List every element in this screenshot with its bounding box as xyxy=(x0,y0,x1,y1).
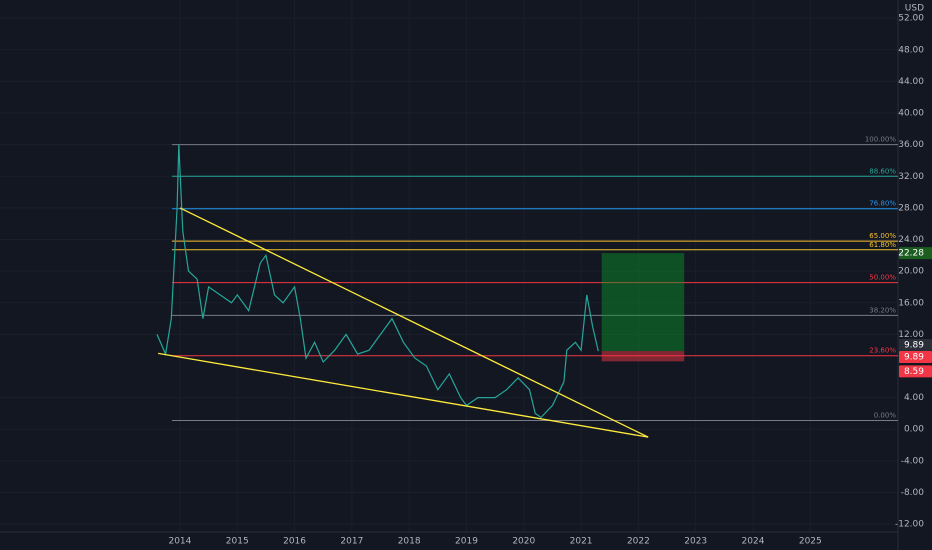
x-tick-label: 2015 xyxy=(226,537,249,547)
fib-label: 65.00% xyxy=(869,232,896,240)
y-tick-label: 20.00 xyxy=(898,267,924,277)
y-tick-label: 16.00 xyxy=(898,298,924,308)
price-tag xyxy=(899,351,932,364)
target-zone xyxy=(601,253,685,352)
y-tick-label: -12.00 xyxy=(895,520,924,530)
y-tick-label: 4.00 xyxy=(904,393,924,403)
x-tick-label: 2016 xyxy=(283,537,306,547)
y-tick-label: 40.00 xyxy=(898,109,924,119)
x-tick-label: 2023 xyxy=(684,537,707,547)
price-tag-label: 9.89 xyxy=(904,341,924,351)
x-tick-label: 2020 xyxy=(512,537,535,547)
y-tick-label: -4.00 xyxy=(901,456,925,466)
x-tick-label: 2021 xyxy=(570,537,593,547)
y-tick-label: -8.00 xyxy=(901,488,925,498)
y-tick-label: 48.00 xyxy=(898,45,924,55)
y-tick-label: 28.00 xyxy=(898,203,924,213)
y-tick-label: 52.00 xyxy=(898,14,924,24)
price-tag xyxy=(899,247,932,260)
price-tag-label: 9.89 xyxy=(904,353,924,363)
fib-label: 76.80% xyxy=(869,200,896,208)
stop-zone xyxy=(601,351,685,362)
price-tag xyxy=(899,365,932,378)
y-tick-label: 36.00 xyxy=(898,140,924,150)
y-tick-label: 24.00 xyxy=(898,235,924,245)
fib-label: 100.00% xyxy=(865,136,896,144)
x-tick-label: 2019 xyxy=(455,537,478,547)
fib-label: 0.00% xyxy=(874,412,897,420)
price-line xyxy=(156,144,599,419)
fib-label: 38.20% xyxy=(869,306,896,314)
x-tick-label: 2025 xyxy=(799,537,822,547)
price-tag-label: 22.28 xyxy=(898,249,924,259)
fib-label: 61.80% xyxy=(869,241,896,249)
fib-label: 23.60% xyxy=(869,347,896,355)
fib-label: 88.60% xyxy=(869,167,896,175)
y-tick-label: 32.00 xyxy=(898,172,924,182)
trendline xyxy=(158,352,649,438)
fib-label: 50.00% xyxy=(869,274,896,282)
x-tick-label: 2018 xyxy=(398,537,421,547)
x-tick-label: 2024 xyxy=(742,537,765,547)
x-tick-label: 2014 xyxy=(168,537,191,547)
trendline xyxy=(179,207,649,438)
y-tick-label: 44.00 xyxy=(898,77,924,87)
y-tick-label: 12.00 xyxy=(898,330,924,340)
y-tick-label: 0.00 xyxy=(904,425,924,435)
x-tick-label: 2022 xyxy=(627,537,650,547)
price-tag xyxy=(899,339,932,352)
currency-label: USD xyxy=(905,4,924,14)
price-tag-label: 8.59 xyxy=(904,367,924,377)
x-tick-label: 2017 xyxy=(340,537,363,547)
